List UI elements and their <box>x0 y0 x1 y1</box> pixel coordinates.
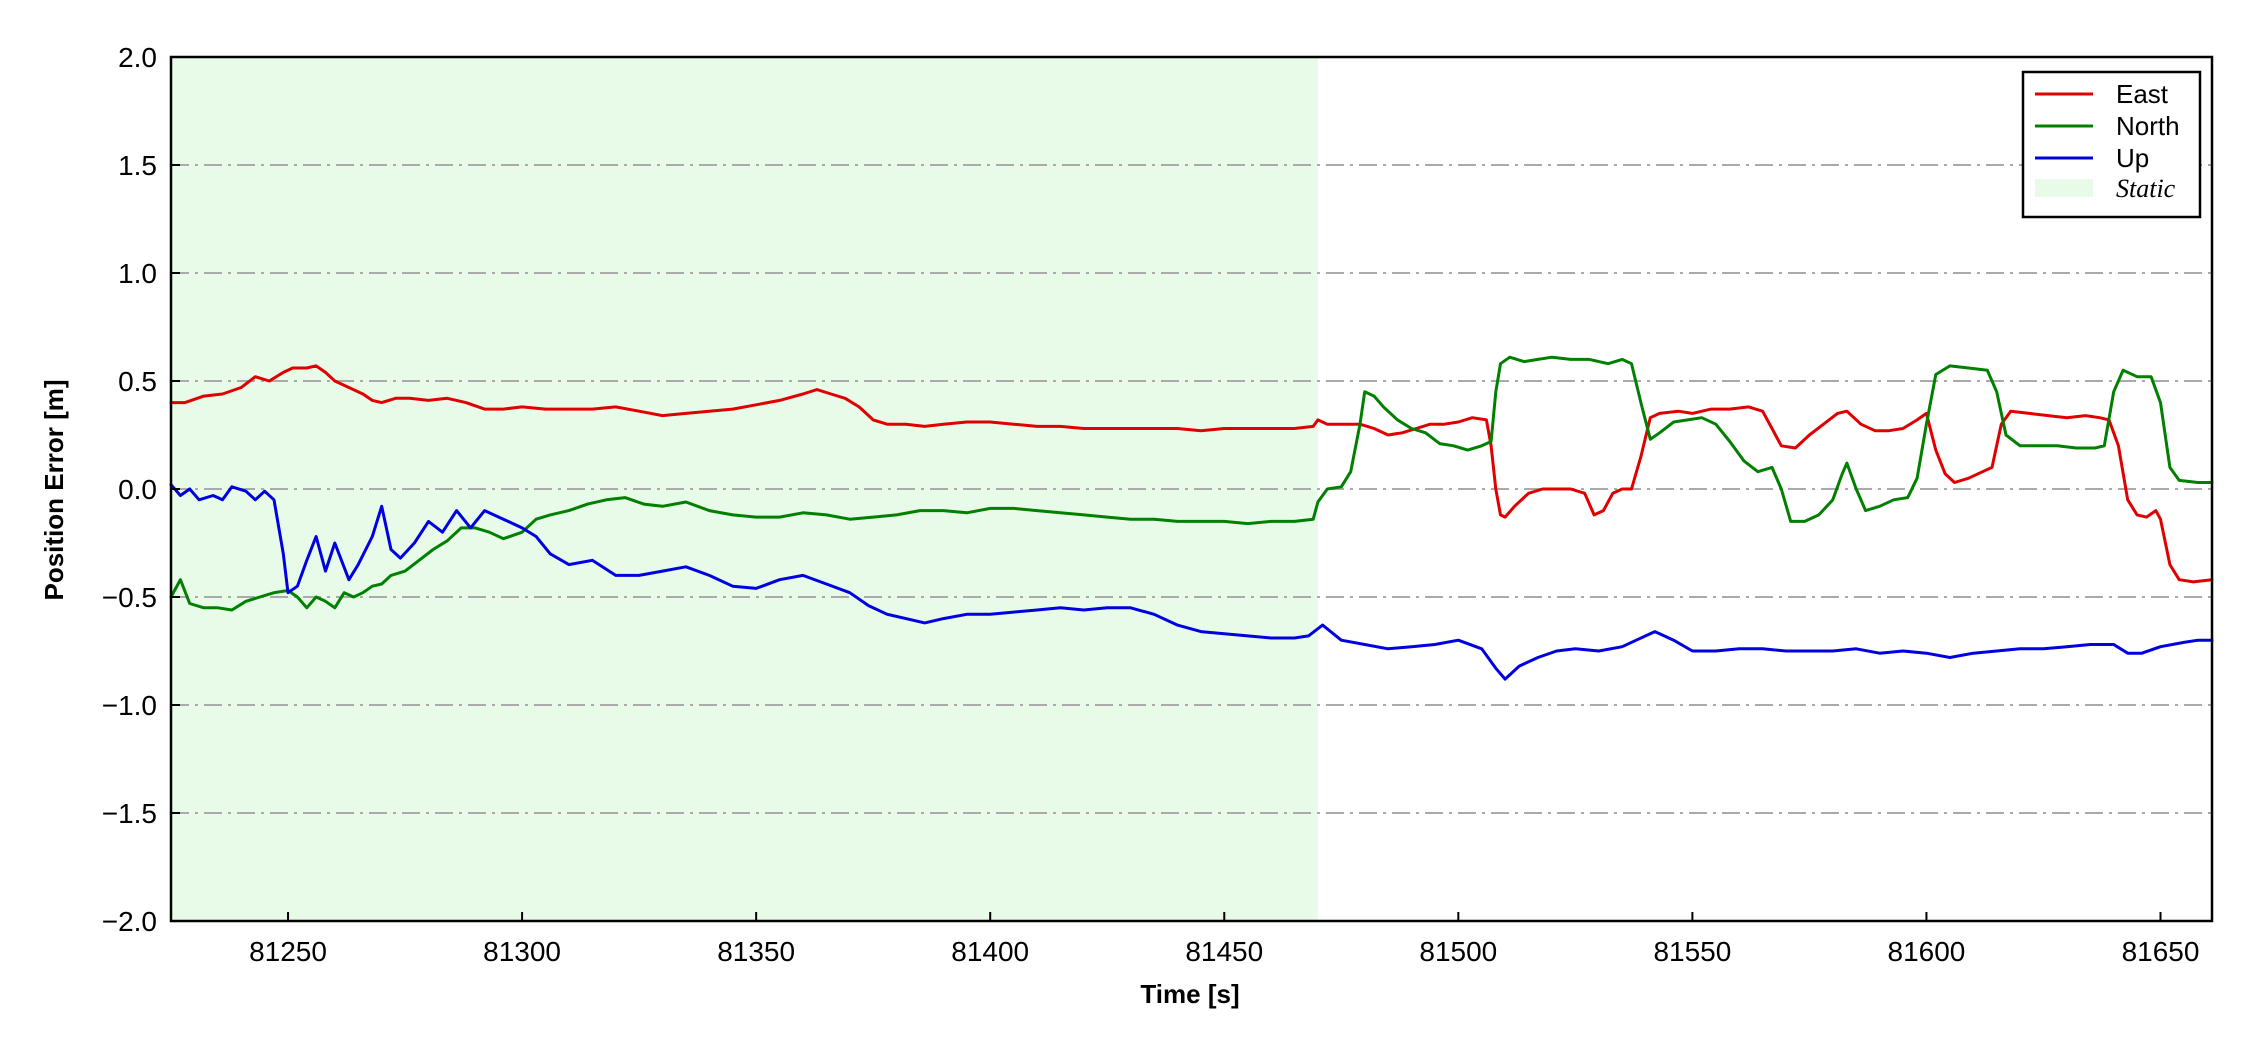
y-tick-label-6: −1.0 <box>102 690 157 721</box>
x-tick-label-1: 81300 <box>483 936 561 967</box>
x-tick-label-8: 81650 <box>2122 936 2200 967</box>
legend-label-up: Up <box>2116 143 2149 173</box>
y-tick-label-2: 1.0 <box>118 258 157 289</box>
x-axis-ticks: 81250 81300 81350 81400 81450 81500 81550 81600… <box>249 912 2199 967</box>
y-tick-label-7: −1.5 <box>102 798 157 829</box>
y-axis-ticks: 2.0 1.5 1.0 0.5 0.0 −0.5 −1.0 −1.5 −2.0 <box>102 42 180 937</box>
x-tick-label-6: 81550 <box>1653 936 1731 967</box>
series-line-east <box>169 364 2214 584</box>
x-tick-label-2: 81350 <box>717 936 795 967</box>
y-tick-label-0: 2.0 <box>118 42 157 73</box>
y-tick-label-4: 0.0 <box>118 474 157 505</box>
y-tick-label-1: 1.5 <box>118 150 157 181</box>
x-tick-label-0: 81250 <box>249 936 327 967</box>
y-tick-label-5: −0.5 <box>102 582 157 613</box>
series-layer <box>169 355 2214 681</box>
x-axis-title: Time [s] <box>1140 979 1239 1009</box>
y-tick-label-8: −2.0 <box>102 906 157 937</box>
legend-box <box>2021 70 2202 219</box>
series-line-up <box>169 483 2214 681</box>
legend-label-static: Static <box>2116 174 2176 203</box>
x-tick-label-5: 81500 <box>1419 936 1497 967</box>
y-axis-title: Position Error [m] <box>39 379 69 600</box>
y-tick-label-3: 0.5 <box>118 366 157 397</box>
x-tick-label-3: 81400 <box>951 936 1029 967</box>
series-line-north <box>169 355 2214 612</box>
legend-swatch-static <box>2035 179 2093 197</box>
legend-label-north: North <box>2116 111 2180 141</box>
gridlines <box>171 164 2212 814</box>
legend: East North Up Static <box>2021 70 2202 219</box>
x-tick-label-7: 81600 <box>1888 936 1966 967</box>
x-tick-label-4: 81450 <box>1185 936 1263 967</box>
legend-label-east: East <box>2116 79 2169 109</box>
